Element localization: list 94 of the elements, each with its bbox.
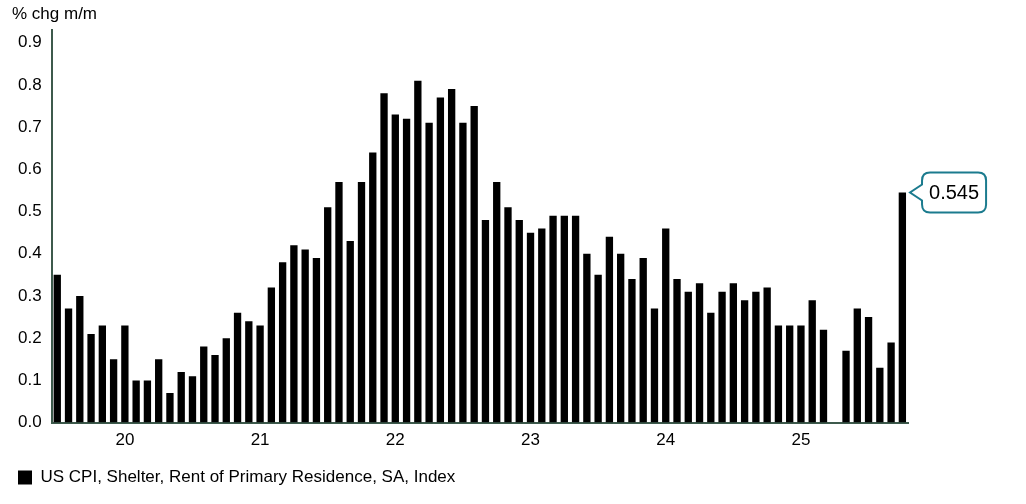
bar [718,291,726,423]
bar [898,192,907,423]
bar [357,181,366,423]
bar [132,380,140,423]
bar [256,325,264,423]
bar [571,215,580,423]
bar [650,308,659,423]
bar [312,257,321,423]
bar [177,371,185,423]
bar [819,329,828,423]
bar [155,359,163,423]
bar [763,287,771,423]
x-tick-label: 22 [385,430,405,450]
bar [786,325,794,423]
bar [729,283,738,423]
bar [684,291,692,423]
bar [673,279,681,423]
legend-label: US CPI, Shelter, Rent of Primary Residence, SA, Index [40,467,456,487]
bar [64,308,73,423]
y-tick-label: 0.9 [17,32,42,52]
bar [740,300,749,423]
bar [864,317,873,423]
bar [887,342,895,423]
bar [447,89,456,423]
y-tick-label: 0.4 [17,243,42,263]
bar [369,152,377,423]
bar [797,325,805,423]
x-tick-label: 24 [656,430,676,450]
bar [290,245,298,423]
bar [808,300,816,423]
bar [752,291,760,423]
bar [278,262,287,423]
x-tick-label: 23 [521,430,540,450]
bar [121,325,129,423]
bar [109,359,118,423]
bar [707,312,715,423]
bar [76,295,84,423]
bar [380,93,388,423]
bar [211,355,219,423]
bar [774,325,783,423]
bar [245,321,253,423]
bar [639,257,647,423]
y-tick-label: 0.0 [17,412,42,432]
y-tick-label: 0.6 [17,159,42,178]
bar [335,181,343,423]
x-tick-label: 20 [115,430,135,450]
bar [526,232,535,423]
bar [662,228,670,423]
y-axis-title: % chg m/m [12,4,98,24]
bar [98,325,106,423]
bar [583,253,591,423]
bar [87,333,95,423]
bar [53,274,61,423]
bar [853,308,861,423]
bar [425,122,433,423]
bar [233,312,242,423]
bar [324,207,332,423]
x-tick-label: 21 [250,430,270,450]
text: 0.545 [929,181,980,204]
y-tick-label: 0.7 [17,116,42,136]
bar [560,215,568,423]
x-tick-label: 25 [791,430,811,450]
bar [628,279,636,423]
bar [470,105,478,423]
bar [515,219,523,423]
y-tick-label: 0.2 [17,327,42,347]
bar [549,215,557,423]
bar [436,97,445,423]
bar [842,350,850,423]
bar [267,287,276,423]
bar [391,114,399,423]
bar [538,228,546,423]
bar [504,207,512,423]
bar [414,80,422,423]
bar [346,241,354,423]
bar [200,346,208,423]
bar [493,181,501,423]
y-tick-label: 0.5 [17,201,42,221]
bar [617,253,625,423]
bar [222,338,230,423]
bar [143,380,152,423]
y-tick-label: 0.1 [17,370,42,390]
bar [301,249,309,423]
bar [188,376,197,423]
bar [605,236,614,423]
bar [459,122,467,423]
y-tick-label: 0.3 [17,285,42,305]
bar [166,393,174,423]
bar [594,274,602,423]
bar [695,283,704,423]
bar [481,219,490,423]
bar [876,367,884,423]
y-tick-label: 0.8 [17,74,42,94]
bar [402,118,411,423]
